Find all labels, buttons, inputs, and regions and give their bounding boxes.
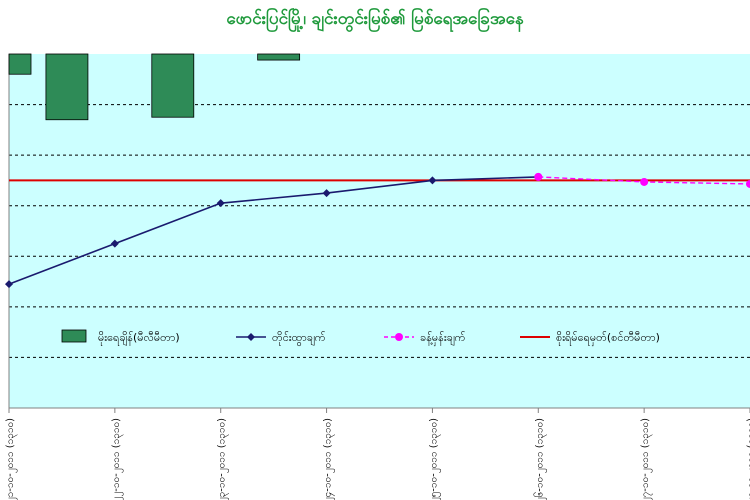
bar [257, 53, 301, 61]
chart-title: ဖောင်းပြင်မြို့၊ ချင်းတွင်းမြစ်၏ မြစ်ရေအ… [226, 9, 524, 29]
x-tick-label: ၂၅-၁၀-၂၀၁၁ (၁၃၁၀) [428, 418, 441, 500]
forecast-point [534, 172, 543, 181]
x-tick-label: ၂၆-၁၀-၂၀၁၁ (၁၃၁၀) [532, 418, 547, 500]
x-tick-label: ၂၄-၁၀-၂၀၁၁ (၁၃၁၀) [323, 418, 336, 500]
legend-label: တိုင်းထွာချက် [272, 331, 326, 346]
x-tick-label: ၂၈-၁၀-၂၀၁၁ (၁၃၁၀) [746, 418, 750, 500]
legend-marker-measured [247, 333, 255, 341]
forecast-point [640, 177, 649, 186]
measured-point [428, 176, 437, 185]
x-tick-label: ၂၂-၁၀-၂၀၁၁ (၁၃၁၀) [111, 418, 124, 500]
legend-label: စိုးရိမ်ရေမှတ်(စင်တီမီတာ) [556, 331, 660, 346]
bar [151, 53, 195, 118]
legend-label: ခန့်မှန်းချက် [420, 331, 466, 346]
x-tick-label: ၂၇-၁၀-၂၀၁၁ (၁၃၁၀) [640, 418, 653, 500]
measured-point [216, 199, 225, 208]
legend-swatch-rainfall [61, 329, 87, 343]
x-tick-label: ၂၃-၁၀-၂၀၁၁ (၁၃၁၀) [217, 418, 230, 500]
measured-point [5, 280, 13, 289]
measured-line [8, 176, 539, 285]
bar [45, 53, 89, 121]
measured-point [322, 189, 331, 198]
legend-marker-forecast [395, 333, 403, 341]
bar [8, 53, 32, 75]
legend-label: မိုးရေချိန်(မီလီမီတာ) [98, 331, 180, 346]
plot-area [9, 54, 750, 408]
measured-point [110, 239, 119, 248]
forecast-point [746, 179, 750, 188]
x-tick-label: ၂၁-၁၀-၂၀၁၁ (၁၃၁၀) [5, 418, 18, 500]
